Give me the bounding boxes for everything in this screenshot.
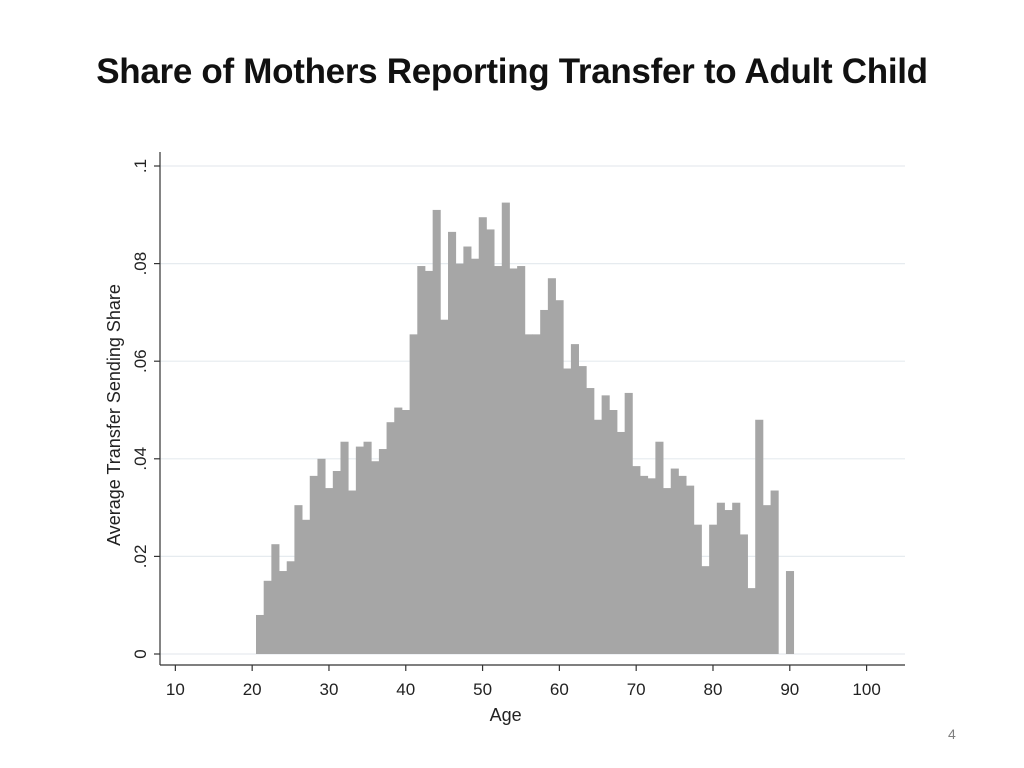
y-axis-title: Average Transfer Sending Share [104,284,124,546]
histogram-bar [578,366,587,654]
histogram-bar [378,449,387,654]
histogram-bar [409,334,418,654]
histogram-bar [363,441,372,654]
histogram-bar [624,392,633,654]
histogram-bar [616,431,626,654]
histogram-bar [586,388,595,654]
histogram-bar [785,571,795,654]
histogram-bar [294,505,303,654]
histogram-bar [448,231,457,654]
histogram-bar [686,485,695,654]
histogram-bar [709,524,718,654]
histogram-bar [609,410,618,654]
y-tick-label: .1 [131,159,150,173]
histogram-bar [517,266,526,654]
histogram-bar [302,519,311,654]
histogram-bar [256,614,265,654]
histogram-bar [570,344,579,654]
histogram-bar [455,263,464,654]
histogram-bar [747,588,756,654]
page-number: 4 [948,726,956,742]
histogram-bar [601,395,610,654]
y-tick-label: .08 [131,252,150,276]
histogram-bar [440,319,449,654]
histogram-bar [501,202,510,654]
histogram-bar [678,475,687,654]
axes [159,152,905,666]
slide-title: Share of Mothers Reporting Transfer to A… [96,52,928,91]
x-tick-label: 60 [550,680,569,699]
x-tick-label: 100 [852,680,880,699]
histogram-bar [716,502,725,654]
histogram-bar [424,270,434,654]
histogram-bar [486,229,495,654]
y-tick-label: .06 [131,349,150,373]
y-tick-label: .02 [131,545,150,569]
x-tick-label: 80 [704,680,723,699]
histogram-bar [655,441,664,654]
histogram-bar [386,422,395,654]
histogram-bar [332,471,341,654]
histogram-bar [647,478,656,654]
histogram-bar [417,266,426,654]
histogram-bar [724,510,733,654]
histogram-bar [309,475,318,654]
histogram-bar [317,458,326,654]
histogram-bar [494,266,503,654]
histogram-bar [632,466,641,654]
histogram-bar [509,268,518,654]
histogram-bar [263,580,272,654]
x-tick-label: 90 [780,680,799,699]
histogram-bar [432,209,441,655]
histogram-bar [739,534,748,654]
histogram-bar [371,461,380,654]
y-tick-label: 0 [131,649,150,658]
histogram-bar [732,502,741,654]
histogram-bar [555,300,564,654]
histogram-bars [256,202,795,655]
histogram-bar [394,407,403,654]
histogram-bar [762,505,771,654]
x-tick-label: 30 [320,680,339,699]
histogram-bar [471,258,480,654]
histogram-bar [663,488,672,654]
histogram-bar [532,334,541,654]
histogram-bar [701,566,710,654]
histogram-bar [271,544,280,654]
histogram-bar [755,419,764,654]
histogram-bar [355,446,364,654]
x-tick-label: 40 [396,680,415,699]
histogram-bar [478,217,487,655]
histogram-bar [563,368,572,654]
y-tick-label: .04 [131,447,150,471]
histogram-bar [286,561,295,654]
histogram-bar [340,441,349,654]
histogram-bar [348,490,357,654]
histogram-bar [547,278,556,654]
histogram-bar [540,309,549,654]
tick-labels: 10 20 30 40 50 60 70 80 90 100 0 .02 .04 .06 .08 .1 [131,159,881,699]
histogram-bar [770,490,779,654]
histogram-bar [670,468,679,654]
x-tick-label: 50 [473,680,492,699]
histogram-bar [693,524,702,654]
x-axis-title: Age [490,705,522,725]
histogram-bar [593,419,603,654]
histogram-bar [463,246,472,654]
histogram-bar [325,488,334,654]
histogram-bar [640,475,649,654]
x-tick-label: 20 [243,680,262,699]
x-tick-label: 70 [627,680,646,699]
histogram-bar [401,410,411,654]
histogram-bar [279,571,288,654]
x-tick-label: 10 [166,680,185,699]
histogram-bar [524,334,533,654]
